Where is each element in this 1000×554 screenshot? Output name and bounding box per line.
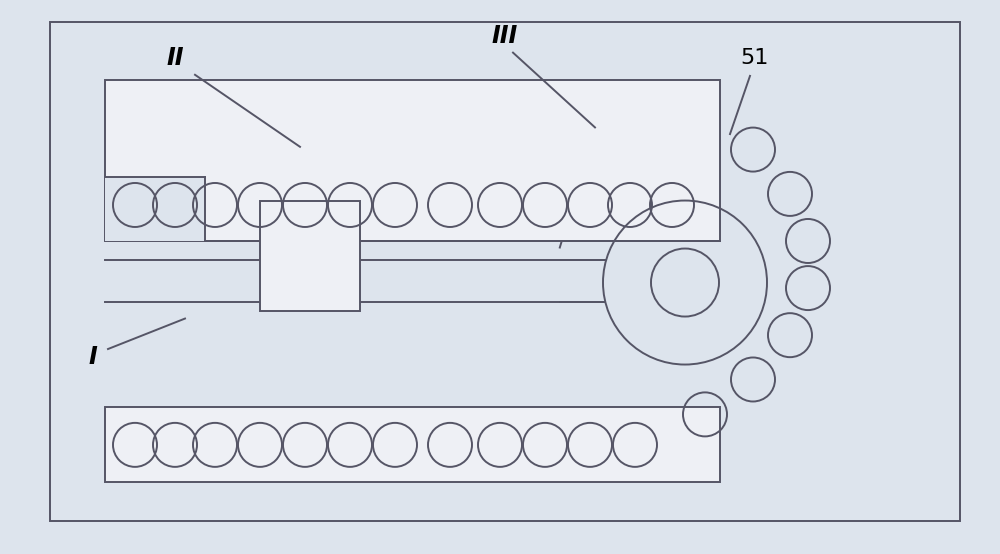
Bar bbox=[105, 407, 720, 482]
Bar bbox=[105, 80, 720, 241]
Bar bbox=[105, 177, 205, 241]
Text: 51: 51 bbox=[741, 48, 769, 68]
Text: III: III bbox=[492, 24, 518, 48]
Text: II: II bbox=[166, 46, 184, 70]
Text: I: I bbox=[89, 345, 97, 370]
Bar bbox=[260, 201, 360, 311]
